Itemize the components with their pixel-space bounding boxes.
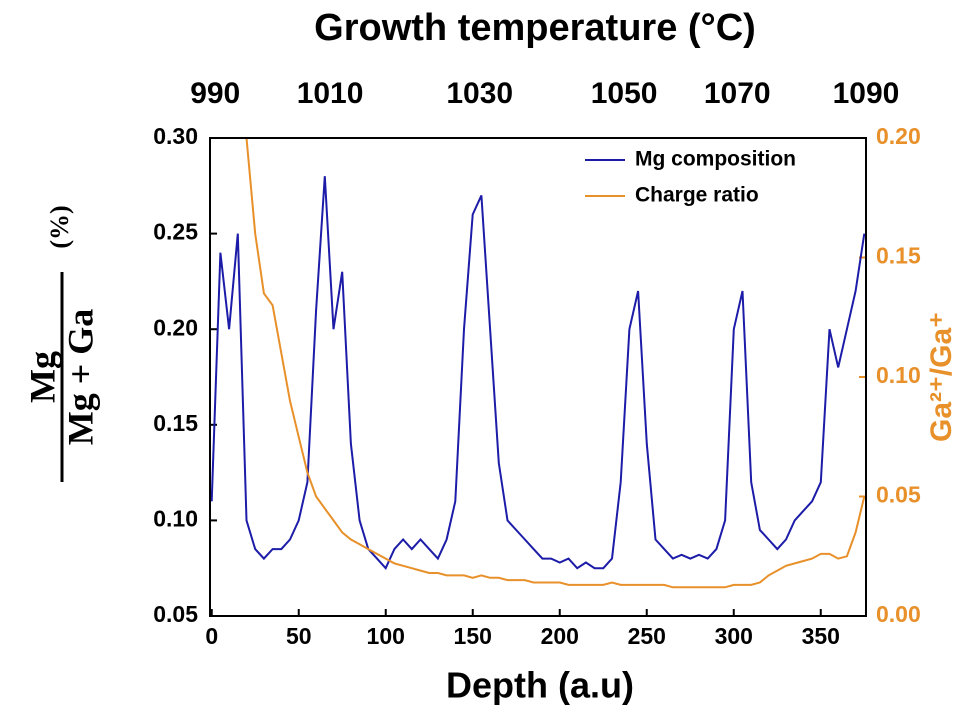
y2-tick-label: 0.15 <box>876 243 921 269</box>
series-line <box>210 176 866 570</box>
y-label-numerator: Mg <box>22 351 62 403</box>
x-tick-label: 350 <box>802 623 840 649</box>
y-label-unit: (%) <box>45 205 74 248</box>
x-tick-label: 300 <box>715 623 753 649</box>
top-tick-label: 1030 <box>446 77 513 110</box>
legend-label: Charge ratio <box>635 184 759 207</box>
top-tick-label: 1070 <box>704 77 771 110</box>
y-tick-label: 0.20 <box>153 314 198 340</box>
x-tick-label: 100 <box>367 623 405 649</box>
x-tick-label: 150 <box>454 623 492 649</box>
top-tick-label: 990 <box>190 77 240 110</box>
y2-tick-label: 0.20 <box>876 123 921 149</box>
x-axis-label: Depth (a.u) <box>446 665 634 706</box>
y-tick-label: 0.30 <box>153 123 198 149</box>
series-line <box>245 138 866 589</box>
x-tick-label: 0 <box>205 623 218 649</box>
y2-tick-label: 0.10 <box>876 362 921 388</box>
chart-title: Growth temperature (°C) <box>314 7 756 49</box>
plot-frame <box>209 137 867 617</box>
y-tick-label: 0.05 <box>153 601 198 627</box>
y-tick-label: 0.15 <box>153 410 198 436</box>
top-tick-label: 1050 <box>591 77 658 110</box>
y-axis-label: Mg Mg + Ga (%) <box>22 205 100 482</box>
top-tick-label: 1090 <box>833 77 900 110</box>
y-tick-label: 0.10 <box>153 505 198 531</box>
y-label-denominator: Mg + Ga <box>60 309 100 446</box>
y2-tick-label: 0.00 <box>876 601 921 627</box>
plot-lines <box>210 138 866 589</box>
top-tick-label: 1010 <box>297 77 364 110</box>
y2-axis-label: Ga²⁺/Ga⁺ <box>925 312 958 442</box>
y-tick-label: 0.25 <box>153 219 198 245</box>
x-tick-label: 200 <box>541 623 579 649</box>
x-tick-label: 50 <box>286 623 312 649</box>
legend-label: Mg composition <box>635 148 796 171</box>
x-tick-label: 250 <box>628 623 666 649</box>
y2-tick-label: 0.05 <box>876 482 921 508</box>
